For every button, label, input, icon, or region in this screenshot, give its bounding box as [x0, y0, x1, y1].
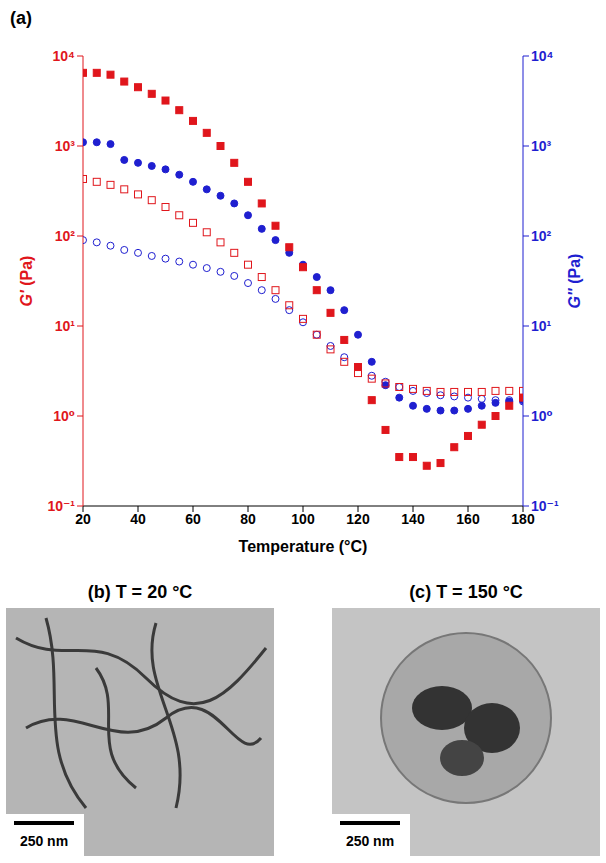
svg-text:250 nm: 250 nm — [346, 833, 394, 849]
svg-text:10²: 10² — [55, 228, 76, 244]
svg-text:10³: 10³ — [531, 138, 552, 154]
svg-text:10⁻¹: 10⁻¹ — [531, 498, 559, 514]
svg-text:G' (Pa): G' (Pa) — [18, 256, 35, 307]
svg-text:250 nm: 250 nm — [20, 833, 68, 849]
svg-text:G'' (Pa): G'' (Pa) — [566, 254, 583, 309]
svg-text:10³: 10³ — [55, 138, 76, 154]
svg-text:10⁴: 10⁴ — [531, 48, 554, 64]
svg-text:40: 40 — [130, 511, 146, 527]
svg-text:20: 20 — [75, 511, 91, 527]
svg-text:10⁰: 10⁰ — [53, 408, 75, 424]
html-text:(a): (a) — [10, 8, 32, 28]
svg-text:140: 140 — [401, 511, 425, 527]
svg-text:10⁻¹: 10⁻¹ — [47, 498, 75, 514]
svg-text:10⁰: 10⁰ — [531, 408, 553, 424]
svg-text:Temperature (°C): Temperature (°C) — [239, 538, 368, 555]
svg-text:10¹: 10¹ — [55, 318, 76, 334]
svg-text:160: 160 — [456, 511, 480, 527]
html-text:(b) T = 20 °C: (b) T = 20 °C — [87, 582, 193, 602]
svg-text:10¹: 10¹ — [531, 318, 552, 334]
html-text:(c) T = 150 °C: (c) T = 150 °C — [409, 582, 523, 602]
svg-text:100: 100 — [291, 511, 315, 527]
svg-text:10⁴: 10⁴ — [53, 48, 76, 64]
svg-text:120: 120 — [346, 511, 370, 527]
svg-text:10²: 10² — [531, 228, 552, 244]
svg-text:180: 180 — [511, 510, 535, 527]
svg-text:80: 80 — [240, 511, 256, 527]
svg-text:60: 60 — [185, 511, 201, 527]
